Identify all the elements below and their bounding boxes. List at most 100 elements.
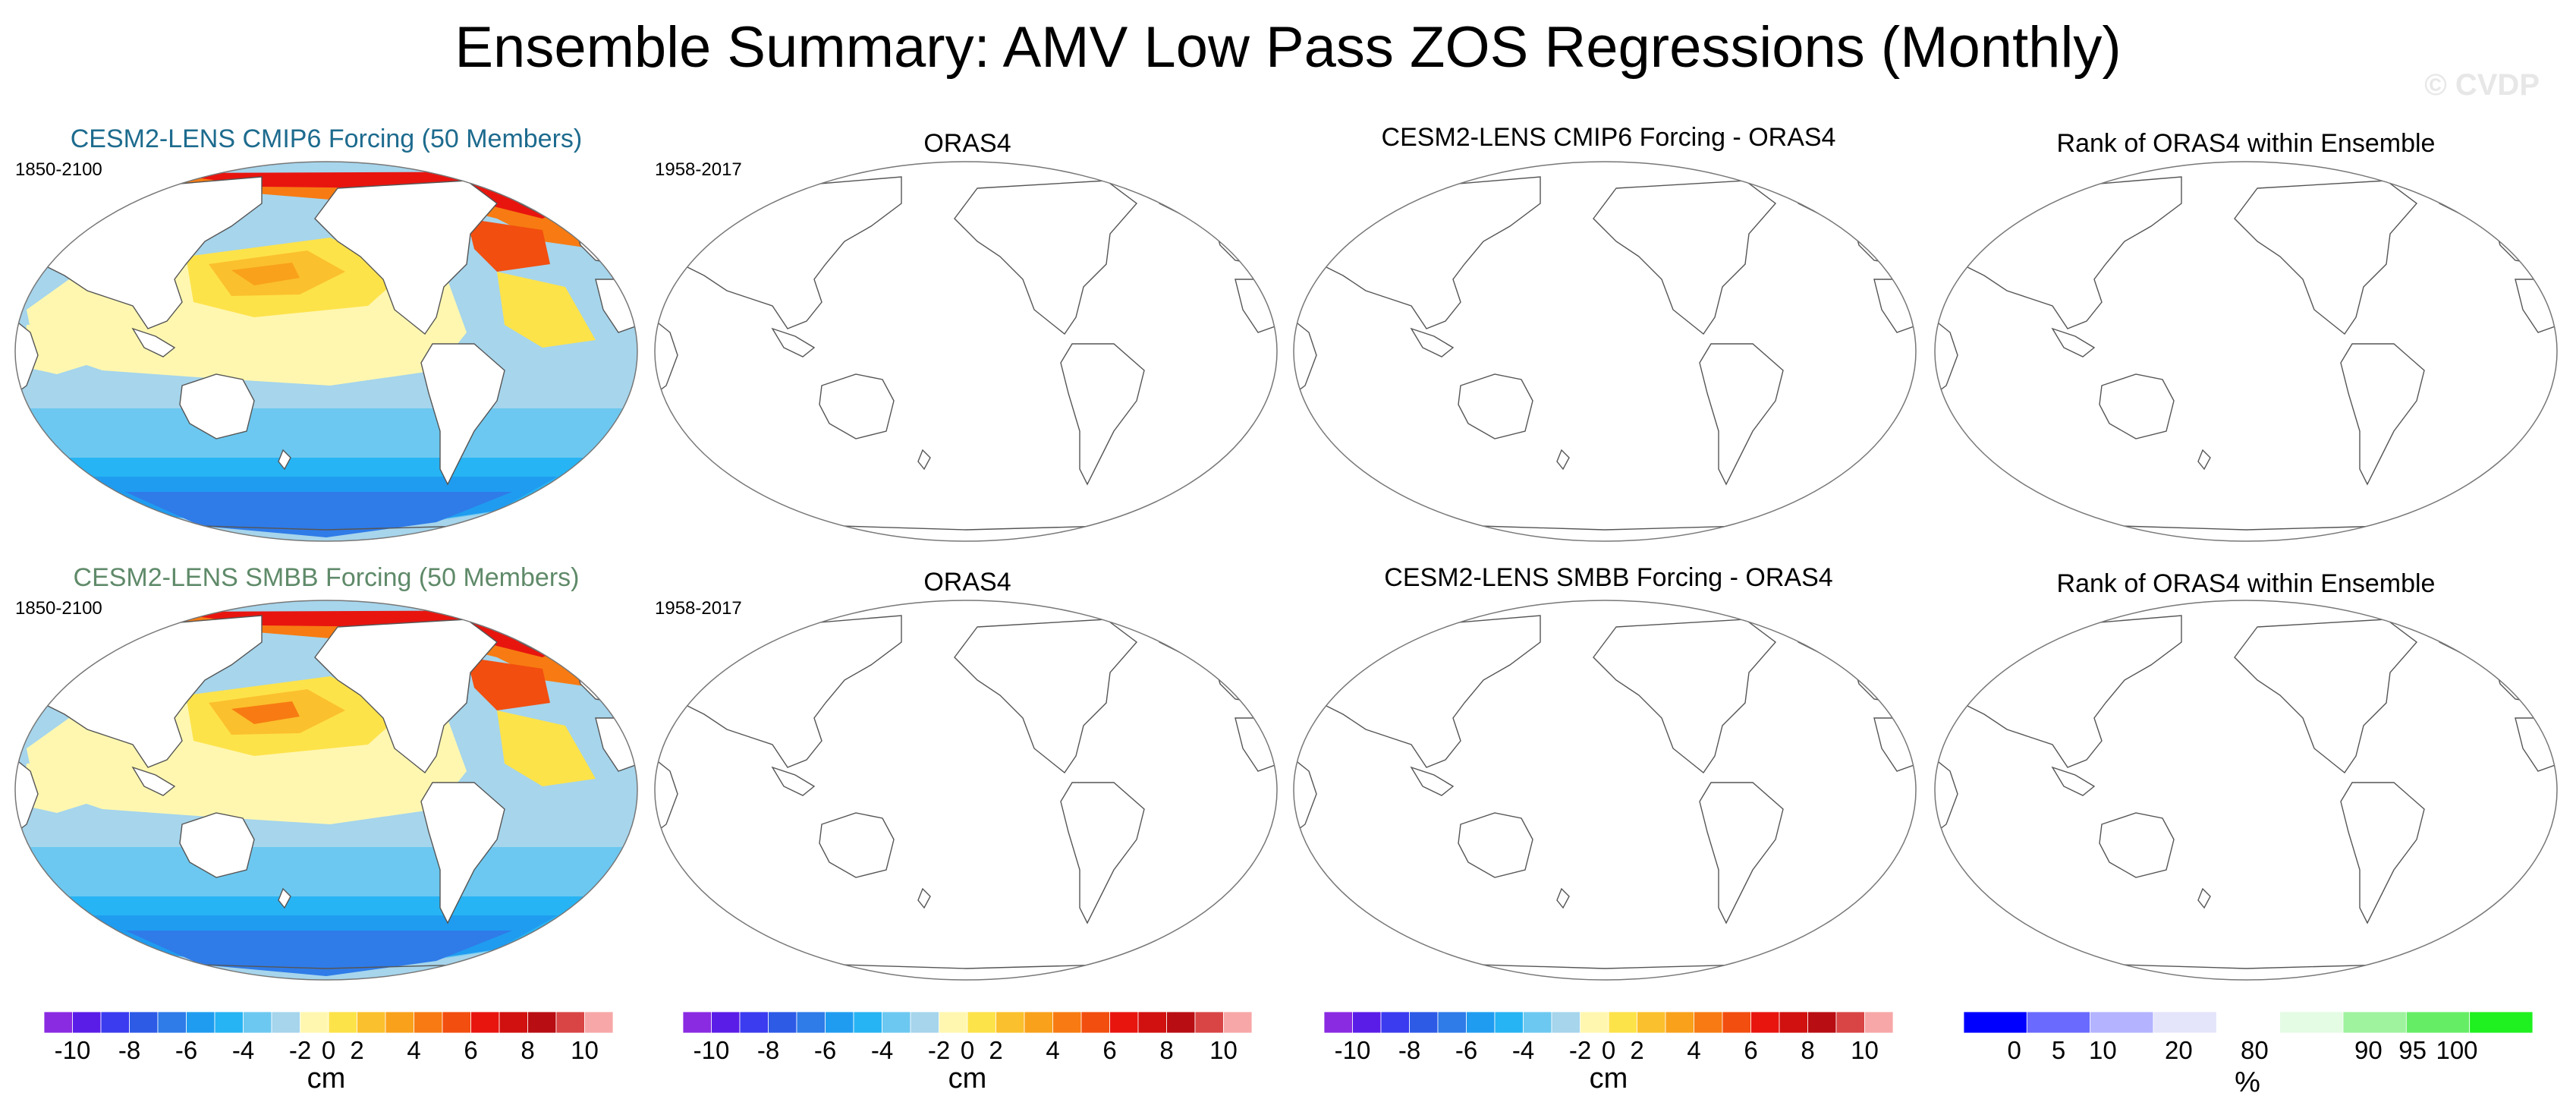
colorbar-swatch [967,1011,996,1034]
map-boundary [654,161,1278,542]
colorbar-rank [1963,1011,2534,1034]
coastline-africaEast [1935,316,1958,398]
colorbar-swatch [1466,1011,1496,1034]
map-boundary [14,600,638,981]
colorbar-swatch [1137,1011,1167,1034]
colorbar-tick-label: 5 [2051,1036,2066,1064]
map-content [15,600,637,980]
colorbar-tick-label: 80 [2240,1036,2269,1064]
colorbar-swatch [882,1011,911,1034]
coastline-africaEast [1935,754,1958,837]
colorbar-swatch [1580,1011,1609,1034]
colorbar-unit-3: cm [1589,1063,1628,1095]
coastline-seAsia [1410,327,1455,357]
map-boundary [1293,161,1917,542]
colorbar-tick-label: 4 [407,1036,421,1064]
colorbar-tick-label: -6 [175,1036,198,1064]
map-panel-r2c2 [654,600,1278,981]
colorbar-swatch [214,1011,244,1034]
coastline-nz [917,887,931,909]
colorbar-swatch [2026,1011,2091,1034]
coastline-nz [1556,887,1570,909]
colorbar-tick-label: 10 [2088,1036,2117,1064]
colorbar-swatch [72,1011,102,1034]
map-panel-r2c4 [1934,600,2558,981]
coastline-seAsia [2051,327,2096,357]
coastline-australia [1458,812,1533,878]
colorbar-swatch [1779,1011,1808,1034]
colorbar-swatch [100,1011,130,1034]
coastline-australia [819,373,895,439]
colorbar-swatch [300,1011,329,1034]
colorbar-swatch [1750,1011,1780,1034]
colorbar-swatch [499,1011,528,1034]
coastline-seAsia [131,766,176,796]
field-contour-5 [497,710,596,786]
panel-title-r1c4: Rank of ORAS4 within Ensemble [2056,129,2436,158]
colorbar-swatch [2469,1011,2534,1034]
colorbar-tick-label: 4 [1687,1036,1701,1064]
colorbar-swatch [2342,1011,2407,1034]
coastline-australia [1458,373,1533,439]
coastline-northAmerica [954,180,1138,335]
coastline-northAmerica [314,180,499,335]
coastline-southAmerica [2340,343,2425,486]
colorbar-swatch [910,1011,939,1034]
colorbar-swatch [271,1011,300,1034]
colorbar-tick-label: 4 [1046,1036,1060,1064]
colorbar-swatch [2153,1011,2217,1034]
colorbar-swatch [1864,1011,1894,1034]
map-panel-r2c3 [1293,600,1917,981]
map-panel-r2c1 [14,600,638,981]
map-content [655,600,1277,980]
colorbar-tick-label: -2 [288,1036,312,1064]
colorbar-tick-label: 2 [989,1036,1003,1064]
map-panel-r1c4 [1934,161,2558,542]
colorbar-tick-label: -8 [756,1036,780,1064]
colorbar-tick-label: 6 [464,1036,478,1064]
coastline-africaEast [1294,316,1317,398]
map-background [655,600,1277,980]
colorbar-swatch [796,1011,826,1034]
period-label-r1c2: 1958-2017 [655,159,742,180]
field-contour-4 [231,701,300,724]
field-contour-5 [497,272,596,348]
colorbar-tick-label: -8 [1398,1036,1421,1064]
colorbar-swatch [470,1011,500,1034]
coastline-seAsia [771,327,816,357]
colorbar-tick-label: 10 [1851,1036,1879,1064]
colorbar-tick-label: 6 [1102,1036,1117,1064]
colorbar-tick-label: -2 [927,1036,951,1064]
colorbar-swatch [995,1011,1025,1034]
coastline-southAmerica [1699,782,1784,924]
colorbar-swatch [1052,1011,1082,1034]
colorbar-swatch [1551,1011,1581,1034]
map-content [655,162,1277,541]
period-label-r2c2: 1958-2017 [655,598,742,619]
colorbar-swatch [825,1011,854,1034]
field-contour-9 [467,219,550,272]
colorbar-swatch [555,1011,585,1034]
colorbar-tick-label: 8 [521,1036,535,1064]
colorbar-tick-label: 95 [2398,1036,2427,1064]
coastline-nz [2197,887,2211,909]
coastline-nz [1556,449,1570,471]
panel-title-r1c3: CESM2-LENS CMIP6 Forcing - ORAS4 [1381,123,1836,152]
map-content [1935,600,2557,980]
field-contour-6 [23,760,118,813]
colorbar-tick-label: 20 [2164,1036,2193,1064]
coastline-australia [2099,812,2175,878]
colorbar-tick-label: 0 [321,1036,336,1064]
colorbar-tick-label: -4 [870,1036,894,1064]
colorbar-swatch [853,1011,882,1034]
colorbar-swatch [1109,1011,1139,1034]
page-title: Ensemble Summary: AMV Low Pass ZOS Regre… [454,15,2122,80]
colorbar-tick-label: 0 [1601,1036,1616,1064]
colorbar-tick-label: 2 [1630,1036,1644,1064]
colorbar-swatch [1166,1011,1196,1034]
colorbar-tick-label: -4 [1511,1036,1535,1064]
map-panel-r1c2 [654,161,1278,542]
map-panel-r1c1 [14,161,638,542]
colorbar-swatch [2216,1011,2281,1034]
colorbar-tick-label: 10 [571,1036,599,1064]
